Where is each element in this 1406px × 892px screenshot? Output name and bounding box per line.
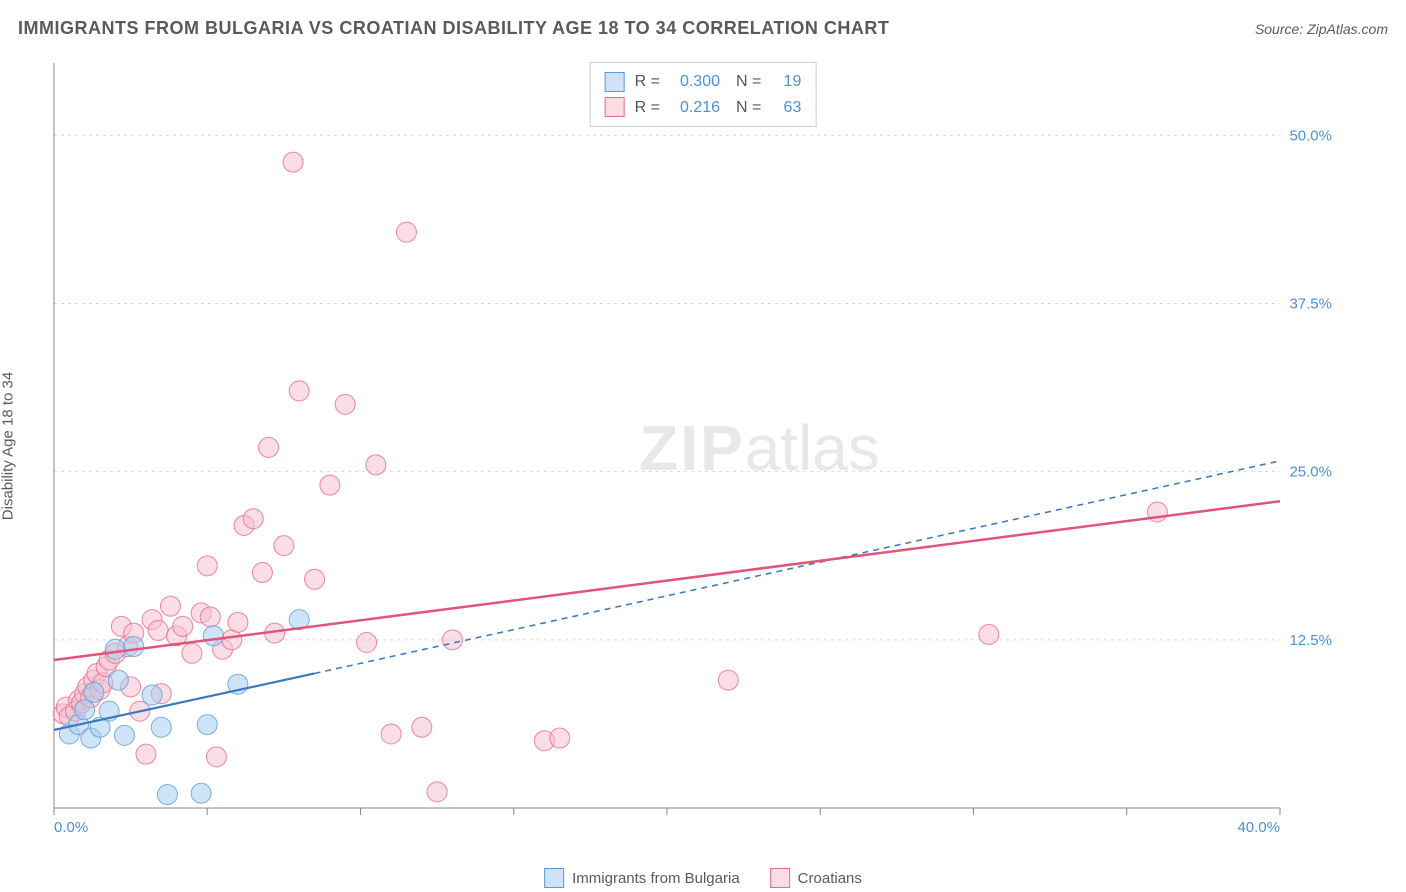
legend-swatch-bulgaria (605, 72, 625, 92)
svg-text:0.0%: 0.0% (54, 819, 88, 836)
correlation-legend-row: R = 0.216 N = 63 (605, 95, 802, 121)
svg-text:40.0%: 40.0% (1237, 819, 1280, 836)
svg-text:12.5%: 12.5% (1289, 632, 1332, 649)
r-value: 0.216 (670, 95, 720, 121)
legend-item-bulgaria: Immigrants from Bulgaria (544, 868, 740, 888)
n-value: 19 (771, 69, 801, 95)
legend-swatch-bulgaria (544, 868, 564, 888)
svg-text:25.0%: 25.0% (1289, 464, 1332, 481)
n-value: 63 (771, 95, 801, 121)
svg-text:37.5%: 37.5% (1289, 295, 1332, 312)
legend-swatch-croatians (605, 97, 625, 117)
svg-text:50.0%: 50.0% (1289, 127, 1332, 144)
chart-svg: 12.5% 25.0% 37.5% 50.0% 0.0% 40.0% (50, 58, 1340, 838)
header: IMMIGRANTS FROM BULGARIA VS CROATIAN DIS… (18, 18, 1388, 39)
correlation-legend-row: R = 0.300 N = 19 (605, 69, 802, 95)
correlation-legend: R = 0.300 N = 19 R = 0.216 N = 63 (590, 62, 817, 127)
legend-swatch-croatians (770, 868, 790, 888)
legend-item-croatians: Croatians (770, 868, 862, 888)
y-axis-label: Disability Age 18 to 34 (0, 372, 17, 520)
r-value: 0.300 (670, 69, 720, 95)
chart-area: 12.5%25.0%37.5%50.0%0.0%40.0% ZIPatlas (50, 58, 1340, 838)
series-legend: Immigrants from Bulgaria Croatians (544, 868, 862, 888)
chart-title: IMMIGRANTS FROM BULGARIA VS CROATIAN DIS… (18, 18, 889, 39)
source-attribution: Source: ZipAtlas.com (1255, 21, 1388, 37)
